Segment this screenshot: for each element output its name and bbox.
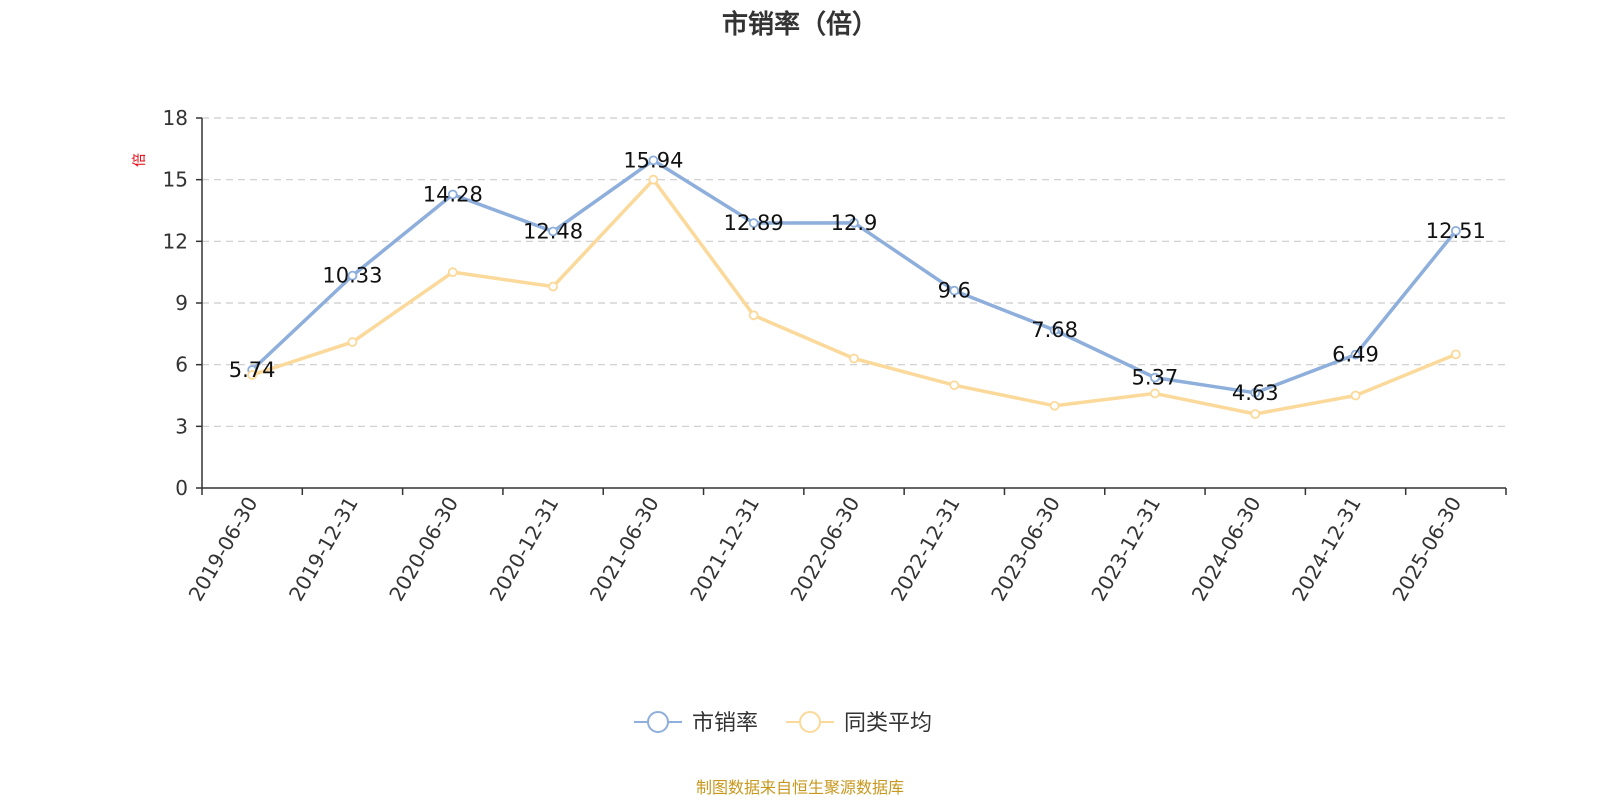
x-tick-label: 2025-06-30 [1387, 493, 1466, 606]
data-label: 6.49 [1332, 343, 1379, 367]
data-label: 9.6 [938, 279, 971, 303]
y-axis-unit-label: 倍 [132, 153, 148, 167]
series-2-point [548, 281, 558, 292]
source-note: 制图数据来自恒生聚源数据库 [696, 778, 904, 797]
y-tick-label: 6 [175, 353, 188, 377]
y-tick-label: 18 [163, 106, 188, 130]
series-lines [247, 155, 1461, 419]
data-label: 12.51 [1426, 219, 1486, 243]
y-tick-label: 0 [175, 476, 188, 500]
data-label: 7.68 [1031, 318, 1078, 342]
y-tick-label: 15 [163, 168, 188, 192]
x-tick-label: 2021-06-30 [585, 493, 664, 606]
series-1-point [1350, 349, 1361, 360]
series-1-point [849, 217, 859, 228]
data-label: 14.28 [423, 182, 483, 206]
legend-label-2: 同类平均 [844, 711, 932, 736]
series-1-point [648, 155, 659, 166]
y-tick-label: 9 [175, 291, 188, 315]
data-label: 4.63 [1232, 381, 1279, 405]
data-label: 15.94 [623, 148, 683, 172]
series-1-point [1150, 372, 1160, 383]
series-1-point [347, 270, 358, 281]
series-1-point [949, 285, 960, 296]
series-2-point [1250, 409, 1261, 419]
data-label: 5.37 [1132, 366, 1179, 390]
x-tick-label: 2019-06-30 [184, 493, 263, 606]
data-label: 12.89 [724, 211, 784, 235]
y-tick-label: 12 [163, 229, 188, 253]
data-label: 5.74 [229, 358, 276, 382]
series-2-point [1049, 400, 1060, 411]
y-tick-label: 3 [175, 414, 188, 438]
data-label: 12.9 [831, 211, 878, 235]
series-2-point [247, 370, 258, 380]
x-tick-label: 2020-06-30 [384, 493, 463, 606]
series-1-point [1250, 387, 1261, 398]
x-tick-label: 2021-12-31 [685, 493, 764, 606]
legend[interactable]: 市销率 同类平均 [634, 711, 932, 736]
series-1-point [748, 218, 759, 228]
series-2-point [1150, 388, 1160, 399]
x-tick-label: 2024-12-31 [1287, 493, 1366, 606]
series-1-point [548, 226, 558, 237]
x-tick-label: 2022-06-30 [785, 493, 864, 606]
data-label: 12.48 [523, 219, 583, 243]
grid-lines [202, 117, 1506, 427]
x-tick-label: 2019-12-31 [284, 493, 363, 606]
legend-marker-2 [799, 711, 821, 733]
data-labels: 5.74 10.33 14.28 12.48 15.94 12.89 12.9 9.6 7.68… [229, 148, 1486, 404]
legend-marker-1 [647, 711, 669, 733]
series-2-point [748, 310, 759, 321]
series-2-point [1350, 390, 1361, 401]
series-2-point [1450, 349, 1461, 360]
chart-title: 市销率（倍） [722, 9, 878, 40]
series-1-point [1450, 225, 1461, 236]
axes: 0 3 6 9 12 15 18 2019-06-30 2019-12-31 2020-06-30… [163, 106, 1507, 606]
legend-label-1: 市销率 [692, 711, 758, 736]
series-2-point [447, 267, 458, 278]
series-2-point [347, 337, 358, 347]
x-tick-label: 2024-06-30 [1187, 493, 1266, 606]
series-1-point [447, 189, 458, 200]
x-tick-label: 2023-12-31 [1086, 493, 1165, 606]
x-tick-label: 2020-12-31 [485, 493, 564, 606]
series-2-point [849, 353, 859, 364]
x-tick-label: 2022-12-31 [886, 493, 965, 606]
series-1-point [1049, 325, 1060, 336]
series-2-point [648, 174, 659, 185]
series-2-point [949, 380, 960, 391]
x-tick-label: 2023-06-30 [986, 493, 1065, 606]
data-label: 10.33 [322, 264, 382, 288]
